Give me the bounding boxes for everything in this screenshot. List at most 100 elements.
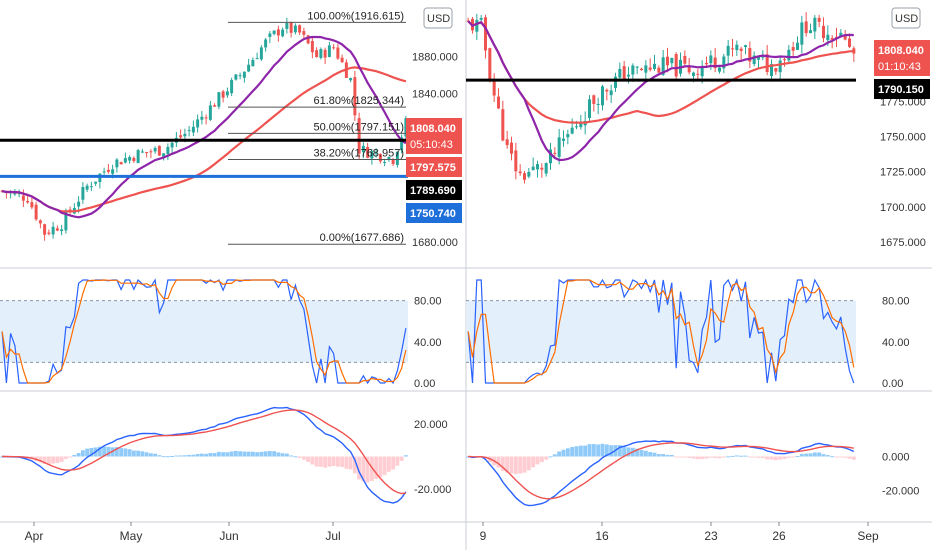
macd-histogram-bar: [635, 448, 640, 457]
candle-body: [561, 138, 566, 141]
macd-histogram-bar: [674, 456, 679, 458]
macd-histogram-bar: [825, 455, 830, 457]
macd-histogram-bar: [323, 456, 328, 468]
macd-histogram-bar: [297, 456, 302, 459]
stoch-k-line: [467, 277, 855, 384]
macd-histogram-bar: [123, 448, 128, 457]
candle-body: [293, 25, 297, 33]
time-tick-label: Sep: [857, 529, 879, 543]
candle-body: [153, 147, 157, 152]
macd-histogram-bar: [204, 453, 209, 457]
macd-histogram-bar: [665, 454, 670, 457]
candle-body: [230, 79, 234, 94]
macd-histogram-bar: [136, 450, 141, 457]
candle-body: [323, 49, 327, 58]
candle-body: [106, 169, 110, 172]
macd-histogram-bar: [174, 455, 179, 457]
candle-body: [635, 66, 639, 68]
candle-body: [85, 185, 89, 190]
macd-histogram-bar: [583, 445, 588, 457]
macd-histogram-bar: [238, 451, 243, 457]
macd-histogram-bar: [795, 456, 800, 458]
candle-body: [123, 158, 127, 163]
candle-body: [574, 126, 579, 128]
macd-histogram-bar: [821, 454, 826, 457]
macd-histogram-bar: [259, 451, 264, 457]
moving-average-red: [467, 20, 854, 124]
stoch-band: [466, 300, 856, 363]
candle-body: [791, 47, 795, 51]
candle-body: [268, 33, 272, 37]
candle-body: [730, 48, 735, 50]
macd-histogram-bar: [656, 454, 661, 457]
candle-body: [43, 224, 47, 235]
macd-histogram-bar: [578, 445, 583, 457]
candle-body: [145, 151, 149, 153]
macd-tick-label: -20.000: [414, 484, 451, 496]
macd-histogram-bar: [539, 456, 544, 463]
candle-body: [717, 67, 722, 72]
currency-label: USD: [895, 13, 918, 25]
macd-histogram-bar: [669, 455, 674, 457]
macd-histogram-bar: [773, 456, 778, 461]
candle-body: [170, 142, 174, 148]
candle-body: [157, 145, 161, 156]
candle-body: [191, 126, 195, 133]
macd-histogram-bar: [46, 456, 51, 465]
price-badge: [406, 118, 462, 154]
candle-body: [374, 152, 378, 154]
candle-body: [289, 22, 293, 33]
price-tick-label: 1680.000: [412, 237, 458, 249]
candle-body: [644, 65, 648, 73]
candle-body: [213, 105, 217, 107]
macd-histogram-bar: [713, 456, 718, 459]
candle-body: [804, 21, 808, 34]
macd-tick-label: 0.000: [882, 452, 910, 464]
macd-histogram-bar: [739, 455, 744, 457]
macd-histogram-bar: [752, 456, 757, 458]
candle-body: [609, 90, 613, 96]
candle-body: [89, 186, 93, 188]
macd-histogram-bar: [391, 456, 396, 470]
candle-body: [817, 17, 821, 22]
macd-histogram-bar: [97, 446, 102, 457]
candle-body: [748, 48, 752, 62]
candle-body: [77, 201, 81, 207]
candle-body: [264, 39, 268, 48]
macd-histogram-bar: [604, 444, 609, 457]
candle-body: [839, 32, 843, 37]
price-tick-label: 1840.000: [412, 89, 458, 101]
candle-body: [709, 55, 713, 64]
candle-body: [234, 74, 238, 80]
stoch-d-line: [467, 279, 855, 384]
macd-histogram-bar: [760, 456, 765, 459]
candle-body: [336, 47, 340, 59]
stoch-k-line: [1, 278, 407, 385]
macd-histogram-bar: [386, 456, 391, 472]
macd-histogram-bar: [85, 448, 90, 457]
macd-histogram-bar: [812, 452, 817, 457]
macd-histogram-bar: [374, 456, 379, 479]
moving-average-purple: [1, 35, 407, 219]
candle-body: [196, 119, 200, 128]
candle-body: [259, 47, 263, 60]
candle-body: [557, 137, 561, 157]
candle-body: [225, 91, 229, 96]
time-tick-label: 26: [772, 529, 786, 543]
macd-histogram-bar: [557, 451, 562, 457]
macd-histogram-bar: [682, 456, 687, 458]
macd-histogram-bar: [352, 456, 357, 474]
time-tick-label: Apr: [25, 529, 44, 543]
macd-histogram-bar: [310, 456, 315, 465]
candle-body: [622, 66, 626, 80]
candle-body: [795, 42, 800, 50]
macd-signal-line: [2, 409, 406, 495]
candle-body: [800, 22, 804, 45]
macd-histogram-bar: [255, 452, 260, 457]
price-tick-label: 1775.000: [880, 96, 926, 108]
right-chart: 1675.000 1700.000 1725.000 1750.000 1775.000…: [466, 7, 930, 543]
candle-body: [119, 162, 123, 165]
macd-histogram-bar: [791, 456, 796, 458]
macd-histogram-bar: [747, 456, 752, 458]
macd-histogram-bar: [643, 450, 648, 457]
